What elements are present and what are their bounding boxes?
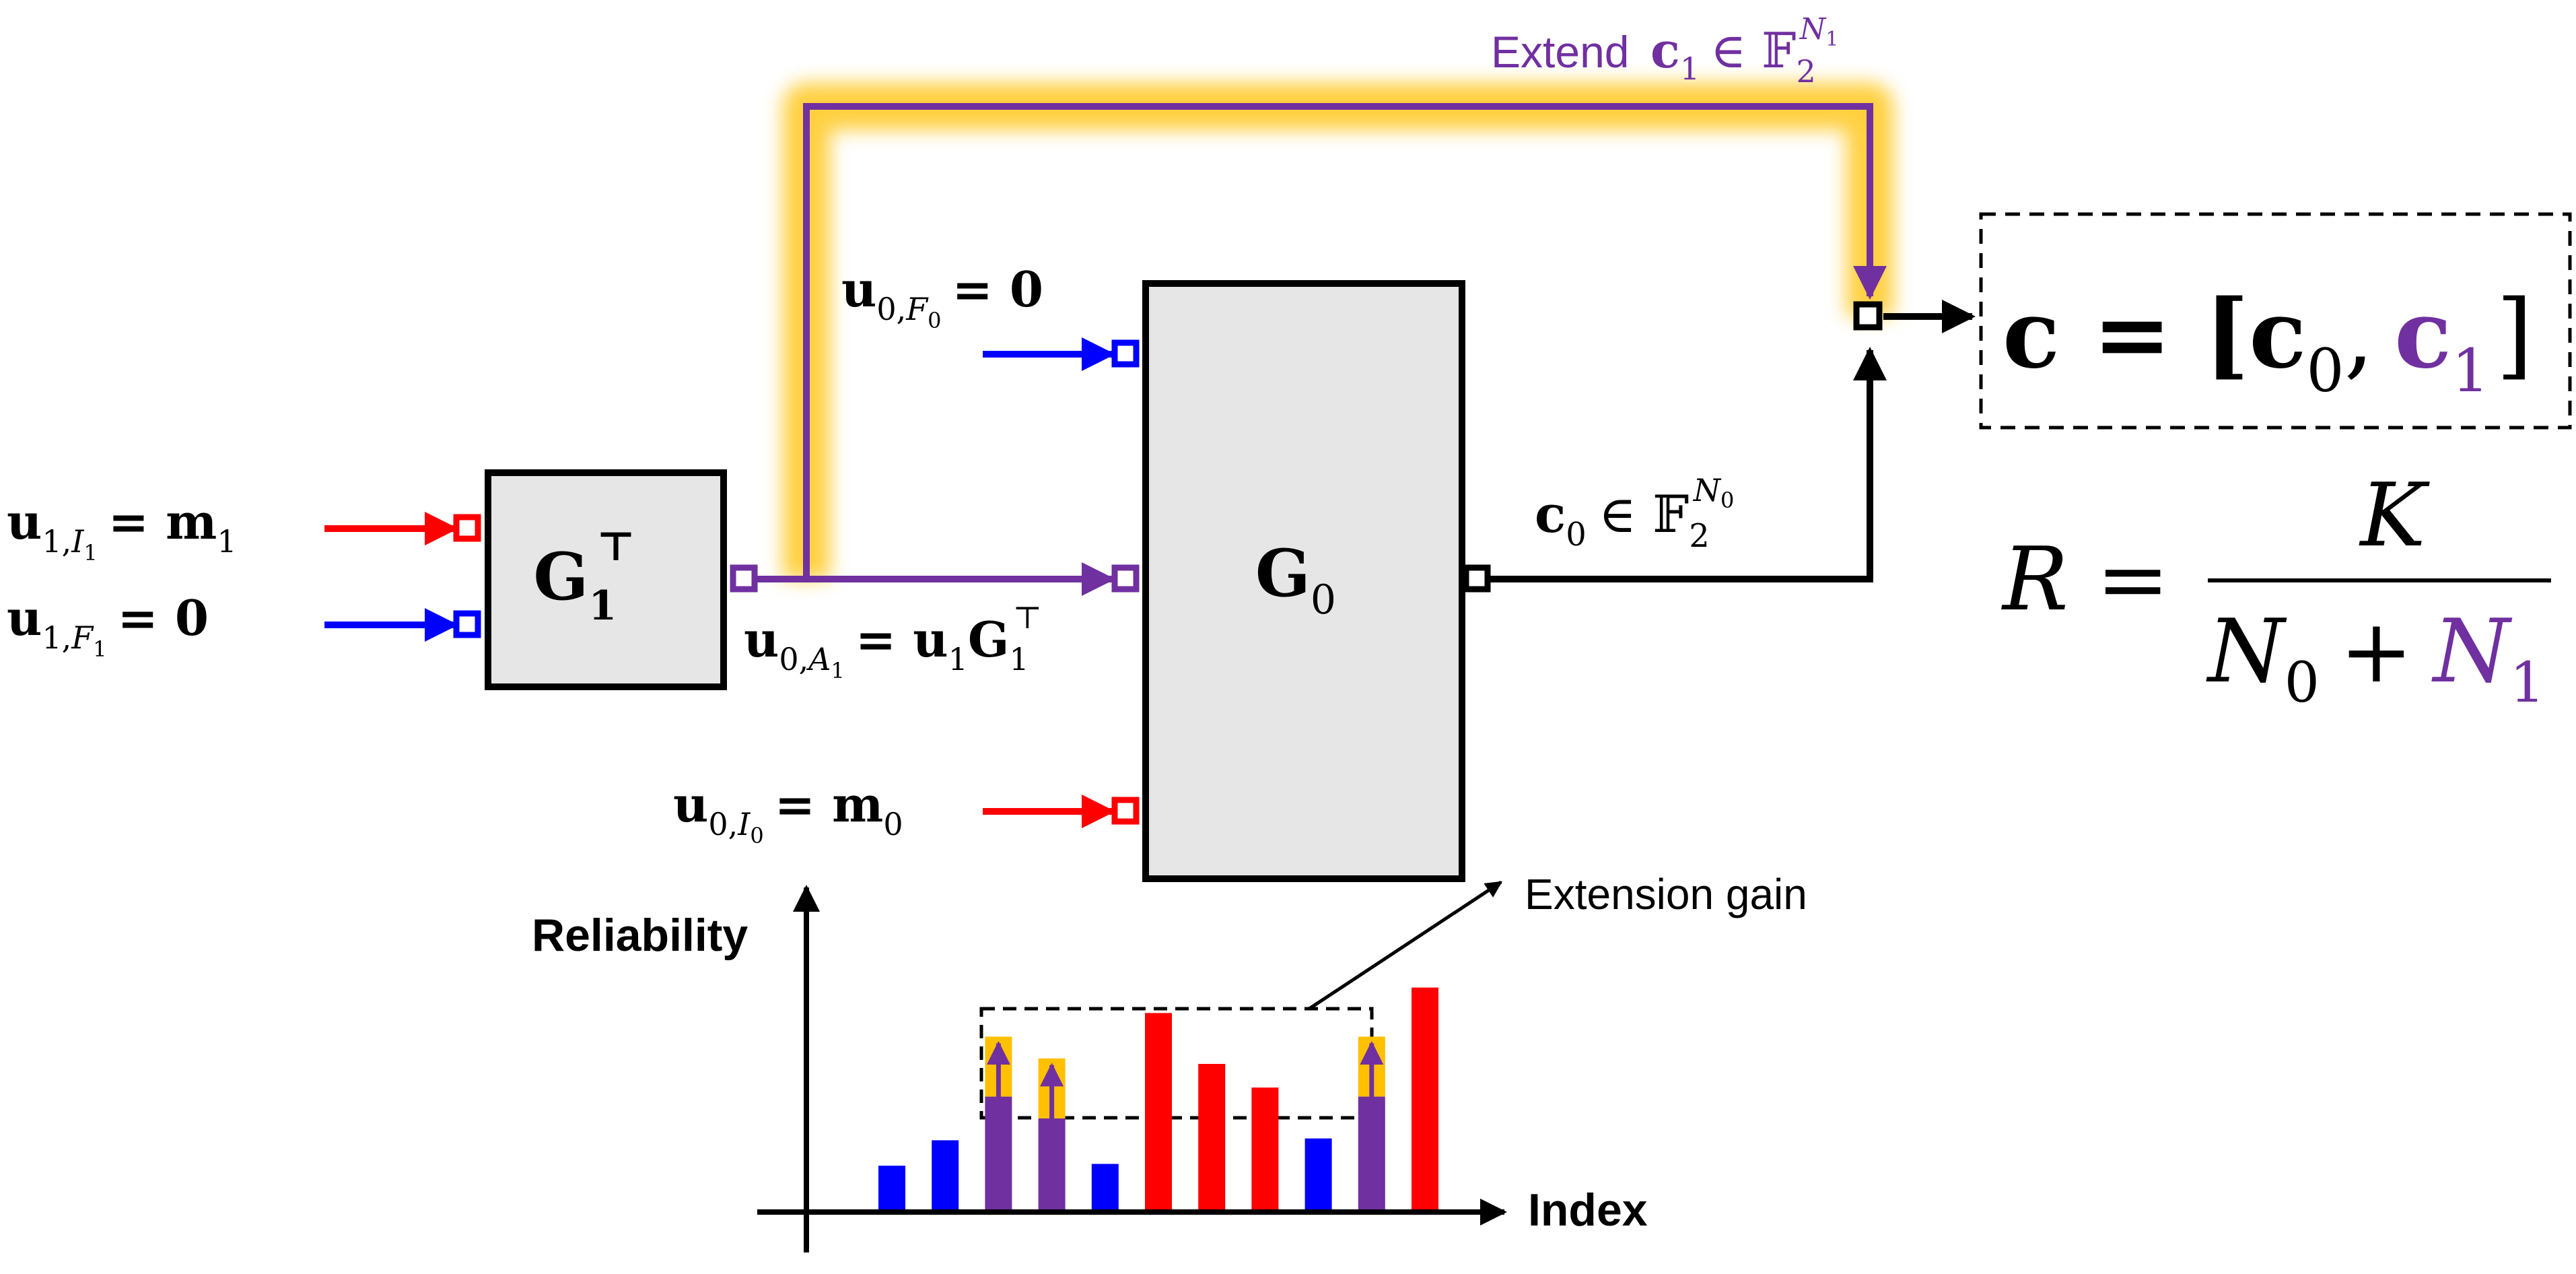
rate-denominator: N0 + N1 [2206,600,2545,715]
bar-11 [1412,987,1438,1209]
u0-info-label: u0,I0= m0 [673,776,903,848]
u1-frozen-label: u1,F1= 0 [7,589,209,662]
rate-lhs: R = [2001,528,2169,630]
g0-frozen-port [1111,339,1140,368]
bar-1 [878,1166,905,1209]
reliability-chart: Reliability Index Extension gain [532,870,1807,1252]
g1-label: G1⊤ [533,523,635,630]
g0-output-port [1463,564,1491,593]
g1-info-port [453,514,481,542]
bar-10 [1358,1096,1385,1209]
c0-label: c0 ∈ 𝔽2N0 [1535,472,1734,555]
bar-6 [1145,1013,1172,1209]
bar-3 [985,1096,1012,1209]
bar-2 [932,1140,959,1209]
g0-block: G0 [1142,280,1465,882]
g1-transpose-block: G1⊤ [485,469,727,690]
g0-label: G0 [1255,535,1336,624]
g1-output-port [730,564,758,593]
g1-frozen-port [453,610,481,638]
bar-7 [1198,1064,1226,1209]
bar-9 [1304,1138,1332,1209]
g0-a1-port [1111,564,1140,593]
extension-gain-box [979,1007,1374,1120]
rate-formula: R = K N0 + N1 [2001,464,2551,715]
u0-frozen-label: u0,F0= 0 [841,261,1043,333]
bar-5 [1091,1164,1119,1209]
codeword-box: c = [c0, c1] [1979,212,2572,430]
x-axis-label: Index [1528,1184,1648,1236]
extension-gain-label: Extension gain [1525,870,1807,918]
extension-gain-pointer [1308,880,1503,1011]
bar-8 [1251,1087,1279,1209]
bar-4 [1038,1118,1066,1209]
extend-expression: c1 ∈ 𝔽2N1 [1650,12,1838,90]
concat-port [1853,301,1883,331]
u1-info-label: u1,I1= m1 [7,493,237,566]
extend-word: Extend [1491,27,1629,77]
c0-output-arrow [1478,347,1887,582]
y-axis-label: Reliability [532,910,748,961]
codeword-expression: c = [c0, c1] [2003,279,2533,405]
extend-c1-arrow [803,103,1887,579]
rate-numerator: K [2359,464,2430,566]
g0-info-port [1111,797,1140,825]
extend-label: Extend c1 ∈ 𝔽2N1 [1491,12,1838,90]
bars-group [878,987,1438,1209]
u0-a1-label: u0,A1= u1G1⊤ [744,599,1042,683]
